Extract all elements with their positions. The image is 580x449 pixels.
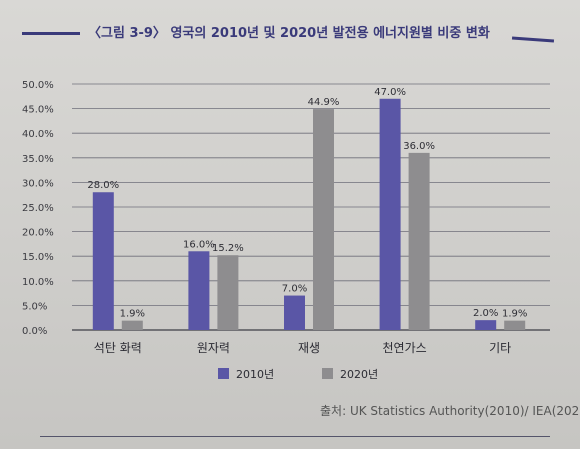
- bar-2010: [475, 320, 497, 330]
- bar-2010: [188, 251, 210, 330]
- data-label: 7.0%: [282, 284, 307, 295]
- bottom-rule: [40, 436, 550, 437]
- y-tick-label: 45.0%: [22, 105, 54, 116]
- y-tick-label: 15.0%: [22, 252, 54, 263]
- bar-2020: [121, 320, 143, 330]
- data-label: 1.9%: [502, 309, 527, 320]
- y-tick-label: 25.0%: [22, 203, 54, 214]
- y-tick-label: 50.0%: [22, 80, 54, 91]
- y-tick-label: 5.0%: [22, 301, 47, 312]
- bar-2020: [504, 320, 526, 330]
- y-tick-label: 10.0%: [22, 277, 54, 288]
- data-label: 2.0%: [473, 308, 498, 319]
- x-category-label: 천연가스: [383, 340, 427, 355]
- legend-swatch: [322, 368, 333, 379]
- source-note: 출처: UK Statistics Authority(2010)/ IEA(2…: [320, 404, 580, 418]
- bar-2020: [313, 109, 334, 330]
- x-category-label: 석탄 화력: [94, 341, 142, 355]
- figure-title: 〈그림 3-9〉 영국의 2010년 및 2020년 발전용 에너지원별 비중 …: [88, 26, 490, 41]
- bar-2020: [408, 152, 430, 330]
- data-label: 47.0%: [374, 87, 406, 98]
- bar-2010: [284, 295, 305, 330]
- x-category-label: 기타: [489, 341, 511, 355]
- legend-label: 2010년: [236, 368, 274, 381]
- bar-2020: [217, 255, 239, 330]
- data-label: 36.0%: [403, 141, 435, 152]
- legend-swatch: [218, 368, 229, 379]
- legend-label: 2020년: [340, 368, 378, 381]
- y-tick-label: 30.0%: [22, 178, 54, 189]
- data-label: 15.2%: [212, 243, 244, 254]
- figure-title-row: 〈그림 3-9〉 영국의 2010년 및 2020년 발전용 에너지원별 비중 …: [0, 22, 580, 52]
- x-category-label: 재생: [298, 341, 320, 355]
- y-tick-label: 20.0%: [22, 228, 54, 239]
- x-category-label: 원자력: [197, 341, 230, 355]
- data-label: 1.9%: [120, 309, 145, 320]
- bar-2010: [92, 192, 114, 330]
- title-rule-left: [22, 32, 80, 35]
- data-label: 16.0%: [183, 239, 215, 250]
- data-label: 44.9%: [308, 97, 340, 108]
- y-tick-label: 40.0%: [22, 129, 54, 140]
- y-tick-label: 35.0%: [22, 154, 54, 165]
- y-tick-label: 0.0%: [22, 326, 47, 337]
- bar-2010: [379, 98, 401, 330]
- data-label: 28.0%: [87, 180, 119, 191]
